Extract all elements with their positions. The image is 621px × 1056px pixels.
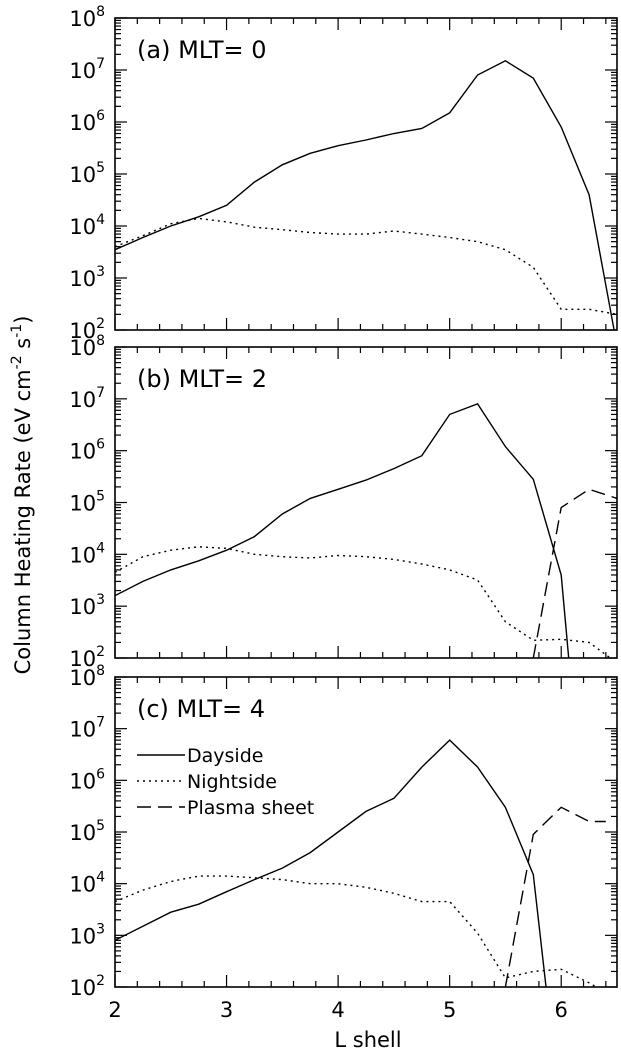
legend: Dayside Nightside Plasma sheet — [137, 745, 314, 819]
panels: 102 103 104 105 106 107 108 (a) MLT= 0 102 103 104… — [69, 4, 618, 1000]
plot-frame — [114, 17, 618, 331]
y-tick-label: 105 — [69, 489, 105, 516]
y-tick-label: 107 — [69, 385, 105, 412]
y-tick-label: 106 — [69, 108, 105, 135]
y-tick-label: 105 — [69, 818, 105, 845]
y-axis-title: Column Heating Rate (eV cm-2 s-1) — [9, 316, 35, 675]
panel-label: (c) MLT= 4 — [137, 695, 265, 723]
panel-2: 102 103 104 105 106 107 108 (b) MLT= 2 — [69, 333, 618, 671]
x-tick-label: 2 — [108, 998, 121, 1022]
plot-frame — [114, 676, 618, 988]
y-tick-label: 105 — [69, 160, 105, 187]
y-tick-label: 107 — [69, 715, 105, 742]
y-tick-label: 104 — [69, 870, 105, 897]
series-dayside — [115, 739, 547, 987]
series-plasma-sheet — [504, 806, 606, 987]
series-plasma-sheet — [532, 488, 617, 658]
y-tick-label: 106 — [69, 437, 105, 464]
x-tick-label: 3 — [220, 998, 233, 1022]
x-axis: 2 3 4 5 6 — [108, 998, 568, 1022]
y-tick-label: 103 — [69, 592, 105, 619]
y-tick-label: 107 — [69, 56, 105, 83]
legend-label-dayside: Dayside — [187, 745, 263, 767]
y-tick-label: 102 — [69, 316, 105, 343]
legend-label-plasma-sheet: Plasma sheet — [187, 797, 314, 819]
y-tick-label: 108 — [69, 333, 105, 360]
x-tick-label: 5 — [443, 998, 456, 1022]
x-tick-label: 4 — [331, 998, 344, 1022]
legend-label-nightside: Nightside — [187, 771, 277, 793]
panel-label: (a) MLT= 0 — [137, 36, 267, 64]
series-dayside — [115, 403, 570, 658]
series-nightside — [115, 217, 617, 315]
y-tick-label: 104 — [69, 212, 105, 239]
panel-3: 102 103 104 105 106 107 108 (c) MLT= 4 Dayside Ni… — [69, 663, 618, 1000]
y-tick-label: 102 — [69, 973, 105, 1000]
series-nightside — [115, 875, 598, 987]
y-tick-label: 104 — [69, 540, 105, 567]
panel-1: 102 103 104 105 106 107 108 (a) MLT= 0 — [69, 4, 618, 343]
x-tick-label: 6 — [555, 998, 568, 1022]
panel-label: (b) MLT= 2 — [137, 365, 267, 393]
y-tick-label: 106 — [69, 766, 105, 793]
series-dayside — [115, 59, 615, 330]
y-tick-label: 103 — [69, 921, 105, 948]
y-tick-label: 108 — [69, 4, 105, 31]
y-tick-label: 102 — [69, 644, 105, 671]
y-tick-label: 108 — [69, 663, 105, 690]
x-axis-title: L shell — [334, 1028, 401, 1052]
y-tick-label: 103 — [69, 264, 105, 291]
